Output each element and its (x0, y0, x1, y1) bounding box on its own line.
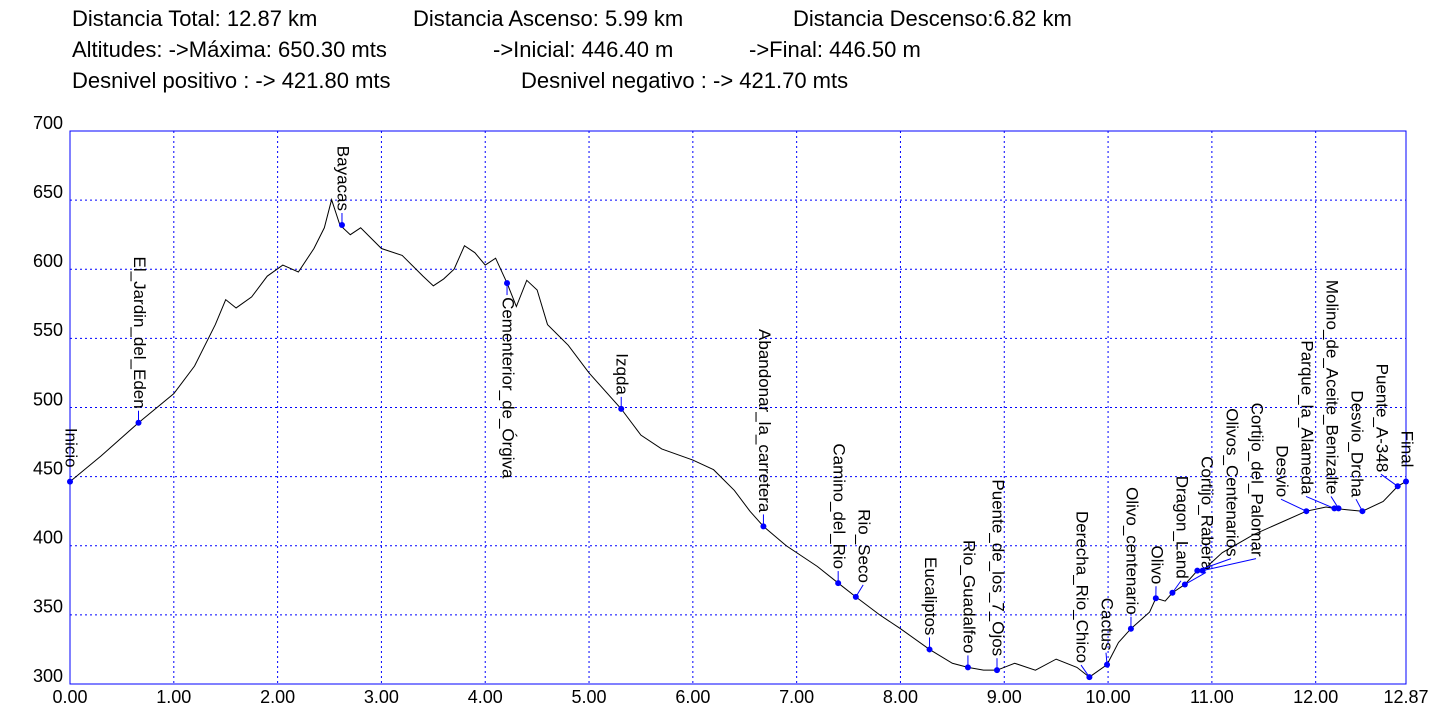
waypoint (1194, 567, 1201, 574)
waypoint (993, 667, 1000, 674)
waypoint (1152, 595, 1159, 602)
waypoint-label: Abandonar_la_carretera (755, 329, 774, 513)
waypoint-label: Cactus (1098, 598, 1117, 651)
header-stat: Distancia Descenso:6.82 km (793, 6, 1072, 31)
waypoint (618, 405, 625, 412)
y-tick-label: 350 (33, 597, 63, 617)
header-stat: ->Final: 446.50 m (749, 37, 921, 62)
waypoint (1086, 674, 1093, 681)
waypoint (135, 419, 142, 426)
waypoint-label: Bayacas (333, 146, 352, 211)
waypoint (1394, 483, 1401, 490)
header-stat: Altitudes: ->Máxima: 650.30 mts (72, 37, 387, 62)
x-tick-label: 4.00 (468, 687, 503, 707)
waypoint (1104, 661, 1111, 668)
waypoint-label: Eucaliptos (921, 557, 940, 635)
x-tick-label: 1.00 (156, 687, 191, 707)
header-stat: Desnivel positivo : -> 421.80 mts (72, 68, 391, 93)
x-tick-label: 0.00 (52, 687, 87, 707)
x-tick-label: 2.00 (260, 687, 295, 707)
waypoint (835, 580, 842, 587)
y-tick-label: 600 (33, 251, 63, 271)
waypoint-label: Cortijo_del_Palomar (1248, 403, 1267, 557)
x-tick-label: 10.00 (1086, 687, 1131, 707)
waypoint-label: Desvio_Drcha (1348, 390, 1367, 497)
x-tick-label: 3.00 (364, 687, 399, 707)
waypoint-label: Dragon_Land (1173, 476, 1192, 579)
leader-line (1380, 473, 1398, 487)
waypoint-label: Puente_A-348 (1373, 364, 1392, 473)
waypoint-label: Parque_la_Alameda (1298, 340, 1317, 495)
plot-border (69, 130, 1407, 685)
leader-line (1202, 558, 1257, 572)
waypoint-label: Inicio (62, 428, 81, 468)
waypoint-label: Cortijo_Rabera (1198, 456, 1217, 571)
y-tick-label: 450 (33, 458, 63, 478)
waypoint (1199, 567, 1206, 574)
waypoint-label: Camino_del_Rio (830, 443, 849, 569)
x-tick-label: 6.00 (675, 687, 710, 707)
waypoint-label: Rio_Guadalfeo (959, 540, 978, 653)
waypoint-label: Olivos_Centenarios (1223, 408, 1242, 556)
waypoint (1359, 508, 1366, 515)
leader-line (1280, 498, 1307, 512)
x-tick-label: 12.00 (1293, 687, 1338, 707)
waypoint-label: El_Jardin_del_Eden (130, 257, 149, 409)
waypoint (1169, 589, 1176, 596)
header-stat: Desnivel negativo : -> 421.70 mts (521, 68, 848, 93)
waypoint (1127, 625, 1134, 632)
x-tick-label: 9.00 (987, 687, 1022, 707)
waypoint-label: Olivo (1148, 546, 1167, 585)
x-tick-label: 11.00 (1190, 687, 1234, 707)
waypoint-label: Desvio (1273, 445, 1292, 497)
y-tick-label: 300 (33, 666, 63, 686)
waypoint-label: Puente_de_los_7_Ojos (989, 479, 1008, 656)
elevation-profile (69, 197, 1407, 678)
waypoint (926, 646, 933, 653)
waypoint (1403, 478, 1409, 485)
header-stat: Distancia Total: 12.87 km (72, 6, 317, 31)
header-stat: Distancia Ascenso: 5.99 km (413, 6, 683, 31)
waypoint (1303, 508, 1310, 515)
waypoint-label: Molino_de_Aceite_Benizalte (1323, 280, 1342, 495)
y-tick-label: 700 (33, 113, 63, 133)
y-tick-label: 650 (33, 182, 63, 202)
waypoint (964, 664, 971, 671)
waypoint (67, 478, 73, 485)
x-tick-label: 8.00 (883, 687, 918, 707)
waypoint (338, 222, 345, 229)
x-tick-label: 12.87 (1383, 687, 1428, 707)
waypoint-label: Derecha_Rio_Chico (1073, 511, 1092, 663)
leader-line (1184, 572, 1207, 585)
x-tick-label: 7.00 (779, 687, 814, 707)
x-tick-label: 5.00 (572, 687, 607, 707)
waypoint (852, 593, 859, 600)
waypoint-label: Izqda (613, 353, 632, 395)
waypoint-label: Final (1398, 431, 1417, 468)
header-stat: ->Inicial: 446.40 m (493, 37, 673, 62)
waypoint (1335, 505, 1342, 512)
waypoint-label: Rio_Seco (855, 509, 874, 583)
y-tick-label: 500 (33, 389, 63, 409)
waypoint-label: Olivo_centenario (1123, 487, 1142, 615)
waypoint (504, 280, 511, 287)
waypoint (760, 523, 767, 530)
waypoint (1331, 505, 1338, 512)
waypoint-label: Cementerior_de_Órgiva (499, 297, 518, 479)
y-tick-label: 550 (33, 320, 63, 340)
leader-line (1305, 495, 1335, 509)
waypoint (1181, 581, 1188, 588)
y-tick-label: 400 (33, 528, 63, 548)
